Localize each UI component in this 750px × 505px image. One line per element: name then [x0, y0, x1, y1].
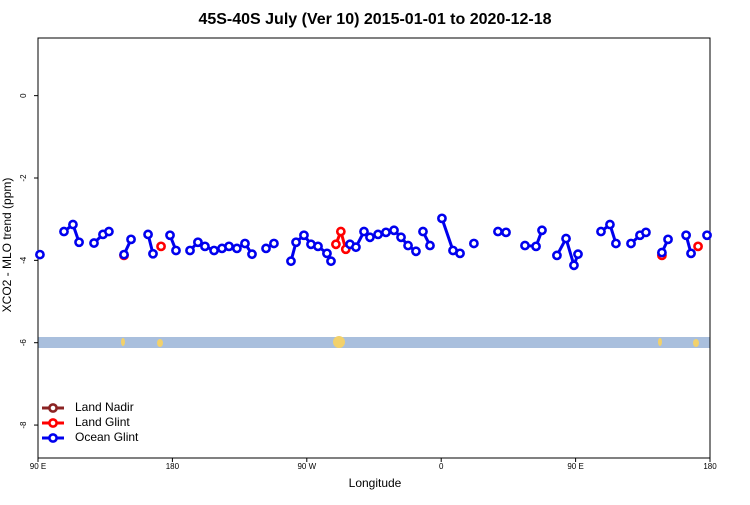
data-point — [389, 225, 399, 236]
data-point — [299, 230, 309, 241]
legend-label: Land Nadir — [75, 400, 134, 414]
data-point — [520, 240, 530, 251]
data-point — [104, 226, 114, 237]
data-point — [74, 237, 84, 248]
data-point — [351, 242, 361, 253]
data-point — [365, 232, 375, 243]
data-point — [286, 256, 296, 267]
data-point — [148, 248, 158, 259]
data-point — [561, 233, 571, 244]
data-point — [269, 238, 279, 249]
data-point — [396, 232, 406, 243]
data-point — [171, 245, 181, 256]
data-point — [68, 219, 78, 230]
x-axis-label: Longitude — [349, 476, 402, 490]
data-point — [322, 248, 332, 259]
data-point — [537, 225, 547, 236]
data-point — [531, 241, 541, 252]
data-point — [359, 226, 369, 237]
data-point — [573, 249, 583, 260]
map-strip — [38, 336, 710, 348]
legend-label: Land Glint — [75, 415, 130, 429]
data-point — [200, 241, 210, 252]
data-point — [411, 246, 421, 257]
data-point — [493, 226, 503, 237]
data-point — [185, 245, 195, 256]
data-point — [156, 241, 166, 252]
data-point — [605, 219, 615, 230]
legend-label: Ocean Glint — [75, 430, 139, 444]
data-point — [35, 249, 45, 260]
data-point — [59, 226, 69, 237]
y-tick-label: -6 — [19, 339, 28, 347]
y-tick-label: -4 — [19, 256, 28, 264]
data-point — [209, 245, 219, 256]
data-point — [641, 227, 651, 238]
data-point — [686, 248, 696, 259]
x-tick-label: 90 E — [30, 462, 46, 471]
data-point — [425, 240, 435, 251]
data-point — [335, 226, 346, 237]
data-point — [381, 227, 391, 238]
data-point — [437, 213, 447, 224]
y-tick-label: -2 — [19, 174, 28, 182]
x-tick-label: 90 W — [297, 462, 316, 471]
legend-marker — [48, 418, 58, 428]
data-point — [165, 230, 175, 241]
y-tick-label: 0 — [19, 93, 28, 98]
data-point — [681, 230, 692, 241]
data-point — [626, 238, 636, 249]
x-tick-label: 180 — [166, 462, 180, 471]
data-point — [596, 226, 606, 237]
data-point — [373, 229, 383, 240]
data-point — [240, 238, 250, 249]
legend-marker — [48, 433, 58, 443]
data-point — [693, 241, 703, 252]
data-point — [313, 241, 323, 252]
data-point — [469, 238, 479, 249]
data-point — [501, 227, 511, 238]
data-point — [552, 250, 562, 261]
data-point — [143, 229, 153, 240]
data-point — [702, 230, 712, 241]
data-point — [232, 243, 242, 254]
data-point — [418, 226, 428, 237]
data-point — [663, 234, 673, 245]
y-tick-label: -8 — [19, 421, 28, 429]
data-point — [331, 239, 341, 250]
data-point — [119, 249, 129, 260]
data-point — [326, 256, 336, 267]
data-point — [403, 240, 413, 251]
x-tick-label: 180 — [703, 462, 717, 471]
x-tick-label: 0 — [439, 462, 444, 471]
data-point — [224, 241, 234, 252]
data-point — [261, 243, 271, 254]
data-point — [193, 237, 203, 248]
data-point — [247, 249, 257, 260]
data-point — [291, 237, 301, 248]
data-point — [569, 260, 579, 271]
data-point — [126, 234, 136, 245]
plot-frame — [37, 37, 711, 459]
y-axis-label: XCO2 - MLO trend (ppm) — [0, 178, 14, 313]
data-point — [89, 238, 99, 248]
x-tick-label: 90 E — [567, 462, 583, 471]
legend-marker — [48, 403, 58, 413]
data-point — [455, 248, 465, 259]
chart-title: 45S-40S July (Ver 10) 2015-01-01 to 2020… — [198, 11, 551, 28]
data-point — [657, 247, 667, 258]
data-point — [611, 238, 621, 249]
